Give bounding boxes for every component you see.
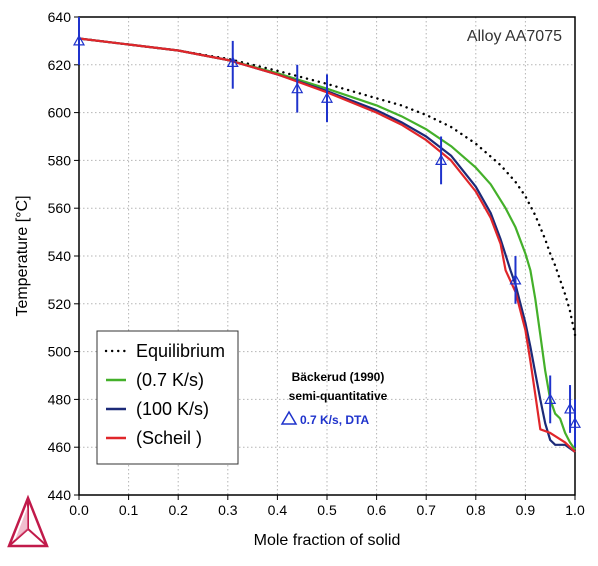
- experimental-points: [72, 17, 582, 448]
- data-point-triangle: [564, 402, 577, 414]
- experimental-quality: semi-quantitative: [289, 389, 388, 403]
- x-tick-label: 1.0: [565, 502, 585, 518]
- x-tick-label: 0.1: [119, 502, 139, 518]
- series-line-equilibrium: [77, 37, 577, 337]
- legend-box: [96, 330, 239, 465]
- x-axis-ticks: 0.0 0.1 0.2 0.3 0.4 0.5 0.6 0.7 0.8 0.9 1.0: [69, 495, 585, 518]
- y-tick-label: 440: [48, 487, 72, 503]
- series-line-scheil: [78, 37, 576, 453]
- series-line-0-7-k-s: [78, 37, 576, 451]
- alloy-annotation: Alloy AA7075: [467, 28, 562, 45]
- data-point-triangle: [291, 82, 304, 94]
- y-axis-title: Temperature [°C]: [14, 195, 31, 316]
- x-axis-title: Mole fraction of solid: [254, 532, 401, 549]
- x-tick-label: 0.4: [268, 502, 288, 518]
- legend-label: (100 K/s): [136, 399, 209, 419]
- legend-label: (0.7 K/s): [136, 370, 204, 390]
- y-tick-label: 540: [48, 248, 72, 264]
- data-point-triangle: [568, 417, 582, 428]
- y-tick-label: 580: [48, 152, 72, 168]
- y-tick-label: 460: [48, 439, 72, 455]
- data-point-triangle: [320, 92, 334, 103]
- x-tick-label: 0.5: [317, 502, 337, 518]
- y-axis-ticks: 440 460 480 500 520 540 560 580 600 620 640: [48, 9, 79, 503]
- legend-label: Equilibrium: [136, 341, 225, 361]
- data-point-triangle: [72, 34, 86, 46]
- data-point-triangle: [544, 393, 557, 404]
- legend-label: (Scheil ): [136, 428, 202, 448]
- experimental-marker-label: 0.7 K/s, DTA: [300, 413, 369, 427]
- experimental-source: Bäckerud (1990): [292, 370, 385, 384]
- y-tick-label: 560: [48, 200, 72, 216]
- x-tick-label: 0.9: [516, 502, 536, 518]
- y-tick-label: 520: [48, 296, 72, 312]
- x-tick-label: 0.2: [168, 502, 188, 518]
- triangle-marker-icon: [280, 410, 298, 425]
- data-point-triangle: [509, 273, 522, 285]
- y-tick-label: 620: [48, 57, 72, 73]
- y-tick-label: 480: [48, 391, 72, 407]
- y-tick-label: 500: [48, 344, 72, 360]
- grid: [79, 17, 575, 495]
- x-tick-label: 0.7: [416, 502, 436, 518]
- y-tick-label: 640: [48, 9, 72, 25]
- thermo-calc-logo-icon: [7, 494, 49, 548]
- data-point-triangle: [226, 56, 239, 68]
- x-tick-label: 0.0: [69, 502, 89, 518]
- x-tick-label: 0.6: [367, 502, 387, 518]
- series-lines: [77, 37, 577, 453]
- data-point-triangle: [435, 154, 448, 165]
- x-tick-label: 0.8: [466, 502, 486, 518]
- x-tick-label: 0.3: [218, 502, 238, 518]
- experimental-note: Bäckerud (1990) semi-quantitative 0.7 K/…: [280, 370, 388, 427]
- legend: Equilibrium (0.7 K/s) (100 K/s) (Scheil ): [96, 330, 239, 465]
- y-tick-label: 600: [48, 105, 72, 121]
